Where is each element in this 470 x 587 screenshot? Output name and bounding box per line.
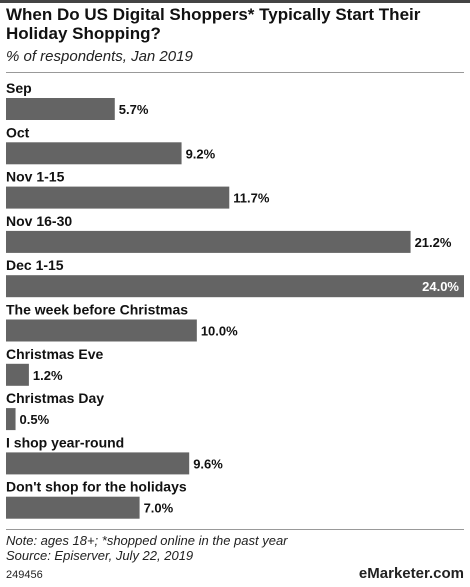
- bar-chart: Sep 5.7% Oct 9.2% Nov 1-15 11.7% Nov 16-30 21.2…: [6, 80, 464, 519]
- category-label-don-t-shop-for-the-holidays: Don't shop for the holidays: [6, 479, 187, 495]
- logo-prefix: e: [358, 565, 368, 582]
- category-label-dec-1-15: Dec 1-15: [6, 257, 64, 273]
- source-text: Source: Episerver, July 22, 2019: [6, 548, 194, 563]
- bar-i-shop-year-round: [6, 452, 190, 475]
- bar-the-week-before-christmas: [6, 319, 197, 342]
- value-label-nov-16-30: 21.2%: [415, 235, 452, 250]
- category-label-nov-16-30: Nov 16-30: [6, 213, 72, 229]
- value-label-the-week-before-christmas: 10.0%: [201, 324, 238, 339]
- value-label-christmas-eve: 1.2%: [33, 368, 63, 383]
- value-label-sep: 5.7%: [119, 102, 149, 117]
- chart-id: 249456: [6, 569, 43, 581]
- value-label-christmas-day: 0.5%: [20, 412, 50, 427]
- value-label-don-t-shop-for-the-holidays: 7.0%: [144, 501, 174, 516]
- emarketer-logo: eMarketer.com: [359, 565, 464, 582]
- value-label-dec-1-15: 24.0%: [422, 279, 459, 294]
- bar-nov-16-30: [6, 230, 411, 253]
- chart-title: When Do US Digital Shoppers* Typically S…: [6, 5, 421, 43]
- category-label-i-shop-year-round: I shop year-round: [6, 434, 124, 450]
- bar-don-t-shop-for-the-holidays: [6, 496, 140, 519]
- category-label-the-week-before-christmas: The week before Christmas: [6, 302, 188, 318]
- category-label-oct: Oct: [6, 124, 30, 140]
- bar-nov-1-15: [6, 186, 230, 209]
- category-label-sep: Sep: [6, 80, 32, 96]
- value-label-nov-1-15: 11.7%: [233, 191, 270, 206]
- chart-subtitle: % of respondents, Jan 2019: [6, 48, 193, 65]
- chart-notes: Note: ages 18+; *shopped online in the p…: [6, 533, 288, 563]
- bar-sep: [6, 98, 115, 120]
- top-rule: [0, 0, 470, 3]
- value-label-oct: 9.2%: [186, 146, 216, 161]
- bar-dec-1-15: [6, 275, 464, 298]
- bar-oct: [6, 142, 182, 165]
- note-text: Note: ages 18+; *shopped online in the p…: [6, 533, 288, 548]
- category-label-nov-1-15: Nov 1-15: [6, 169, 65, 185]
- value-label-i-shop-year-round: 9.6%: [193, 456, 223, 471]
- footer-divider: [6, 529, 464, 530]
- bar-christmas-day: [6, 408, 16, 431]
- category-label-christmas-day: Christmas Day: [6, 390, 104, 406]
- category-label-christmas-eve: Christmas Eve: [6, 346, 103, 362]
- logo-name: Marketer: [367, 565, 429, 582]
- header-divider: [6, 72, 464, 73]
- bar-christmas-eve: [6, 363, 29, 386]
- logo-suffix: .com: [428, 565, 464, 582]
